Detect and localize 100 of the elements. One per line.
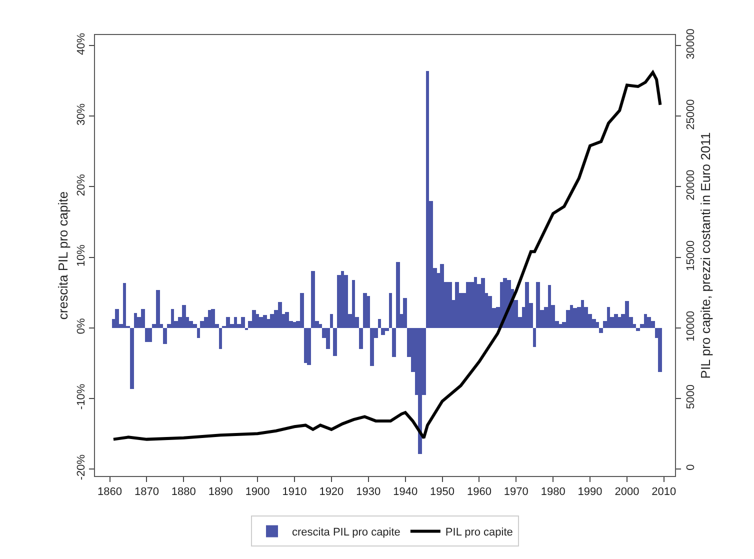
bar [337,275,341,328]
y-tick-label: -10% [76,384,88,410]
bar [548,285,551,328]
bar [333,328,337,356]
x-tick-label: 1930 [356,486,381,498]
x-tick-label: 1920 [319,486,344,498]
bar [300,293,304,328]
bar [200,321,204,328]
bar [418,328,422,454]
bar [352,280,355,328]
bar [448,282,452,328]
bar [481,278,485,328]
bar [344,275,348,328]
bar [211,309,215,328]
bar [156,290,160,328]
bar [330,314,333,328]
x-tick-label: 1960 [466,486,492,498]
bar [363,293,367,328]
bar [241,317,245,328]
bar [440,264,444,328]
bar [378,319,381,328]
bar [536,282,540,328]
bar [270,314,274,328]
bar [311,271,315,328]
y2-tick-label: 10000 [685,310,698,342]
y2-axis-title: PIL pro capite, prezzi costanti in Euro 2011 [698,132,713,379]
x-tick-label: 1870 [134,486,159,498]
bar [134,313,137,328]
line-series [112,70,662,441]
bar [636,328,640,331]
x-tick-label: 1940 [393,486,418,498]
bar [256,314,259,328]
x-tick-label: 1860 [98,486,122,498]
bar [359,328,363,349]
bar [525,282,529,328]
bar [607,307,610,328]
bar [219,328,222,349]
bar [141,309,145,328]
bar [381,328,385,335]
bar [182,305,186,328]
bar [189,321,193,328]
y-tick-label: 40% [76,32,88,55]
bar [389,293,392,328]
y-tick-label: 30% [76,103,88,126]
bar [370,328,374,366]
legend-label: PIL pro capite [445,526,513,538]
x-tick-label: 2010 [652,486,676,498]
bar [208,310,211,328]
bar [278,302,282,328]
bar [644,314,647,328]
bar [596,322,599,328]
bar [226,317,230,328]
y2-tick-label: 20000 [685,170,698,200]
y-tick-label: 10% [76,244,88,267]
bar [130,328,134,389]
y-axis-title: crescita PIL pro capite [56,191,71,320]
bar [193,324,197,328]
x-tick-label: 1900 [245,486,270,498]
bar [326,328,330,349]
bar [285,312,289,328]
x-tick-label: 1970 [504,486,528,498]
bar [145,328,149,342]
bar [658,328,662,372]
y-tick-label: 20% [76,174,88,196]
bar [403,298,407,328]
bar [559,324,562,328]
bar [234,317,237,328]
x-tick-label: 1950 [430,486,454,498]
x-tick-label: 1990 [578,486,602,498]
bar [651,321,655,328]
bar [367,296,370,328]
y2-tick-label: 15000 [685,240,698,271]
bar [171,309,174,328]
bar [599,328,603,333]
bar [149,328,152,342]
bar [385,328,389,331]
x-tick-label: 2000 [614,486,640,498]
bar [319,324,322,328]
y2-tick-label: 5000 [685,384,698,409]
x-tick-label: 1880 [171,486,196,498]
y2-tick-label: 30000 [685,28,698,60]
x-tick-label: 1890 [208,486,233,498]
bar [625,301,629,328]
bar [163,328,167,344]
bar [455,282,459,328]
bar [123,283,126,328]
bar [647,317,651,328]
x-tick-label: 1910 [282,486,307,498]
bar [426,71,429,328]
bar [252,310,256,328]
y2-tick-label: 25000 [685,99,698,130]
bar [115,309,119,328]
y-tick-label: -20% [76,454,88,480]
y-tick-label: 0% [76,318,88,334]
bar [304,328,307,363]
bar [488,296,492,328]
bar [307,328,311,365]
bar [533,328,536,347]
bar [197,328,200,338]
legend-label: crescita PIL pro capite [292,526,400,538]
